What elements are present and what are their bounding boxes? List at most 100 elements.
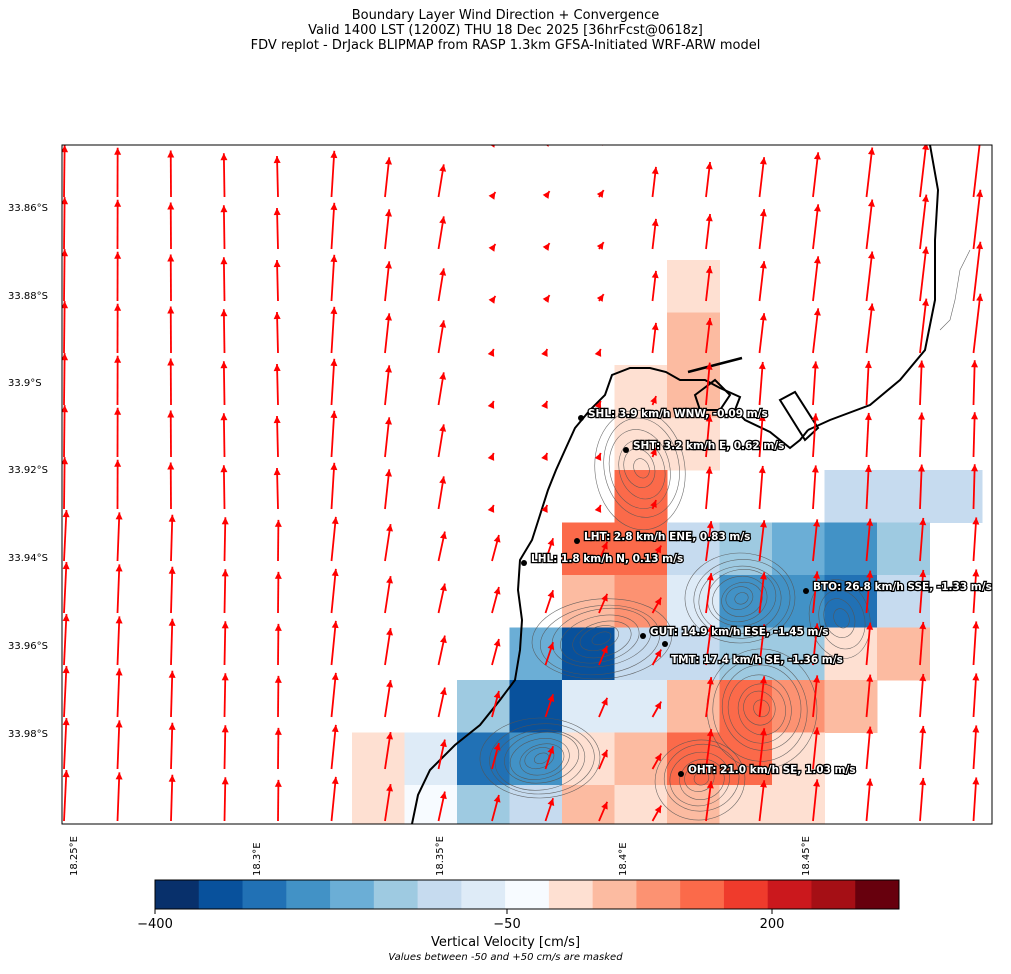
wind-arrow <box>63 613 68 666</box>
wind-arrow-head <box>706 625 714 633</box>
wind-arrow <box>438 145 440 146</box>
latitude-label: 33.96°S <box>8 641 48 652</box>
terrain-contour <box>737 683 786 736</box>
wind-arrow-head <box>759 261 767 269</box>
wind-arrow-head <box>331 620 339 629</box>
station-dot <box>521 560 527 566</box>
latitude-label: 33.92°S <box>8 465 48 476</box>
wind-arrow-head <box>221 569 229 577</box>
wind-arrow-head <box>922 246 930 254</box>
wind-arrow <box>277 145 278 146</box>
terrain-contour <box>698 565 782 635</box>
wind-arrow-head <box>542 295 550 303</box>
wind-arrow-head <box>547 798 555 807</box>
terrain-contour <box>721 664 802 751</box>
wind-arrow-head <box>866 622 874 630</box>
station-label: SHL: 3.9 km/h WNW, -0.09 m/s <box>588 408 768 420</box>
colorbar-swatch <box>636 880 681 909</box>
wind-arrow-head <box>596 242 604 250</box>
wind-arrow-head <box>487 453 495 461</box>
wind-arrow-head <box>976 189 984 198</box>
wind-arrow <box>331 145 333 146</box>
wind-arrow <box>330 672 337 718</box>
terrain-contour <box>533 752 549 765</box>
wind-arrow-head <box>439 476 447 484</box>
wind-arrow-head <box>919 621 927 630</box>
wind-arrow-head <box>61 93 68 100</box>
colorbar-swatch <box>417 880 462 909</box>
wind-arrow <box>919 777 925 822</box>
wind-arrow <box>63 145 66 198</box>
wind-arrow-head <box>167 358 175 366</box>
wind-arrow-head <box>813 519 821 527</box>
station-label: SHT: 3.2 km/h E, 0.62 m/s <box>633 440 784 452</box>
wind-arrow <box>222 153 226 198</box>
wind-arrow <box>758 361 764 406</box>
wind-arrow-head <box>385 105 392 112</box>
wind-arrow-head <box>594 453 602 461</box>
wind-arrow <box>759 145 761 146</box>
terrain-contour <box>494 729 586 791</box>
wind-arrow-head <box>813 571 821 579</box>
velocity-cell <box>824 470 878 523</box>
wind-arrow-head <box>654 649 662 658</box>
terrain-contour <box>633 458 650 479</box>
wind-arrow-head <box>439 424 447 432</box>
velocity-cell <box>667 522 720 576</box>
wind-arrow <box>170 618 174 666</box>
wind-arrow <box>705 414 711 458</box>
terrain-contour <box>654 739 746 821</box>
wind-arrow <box>170 566 174 614</box>
wind-arrow-head <box>919 569 927 578</box>
wind-arrow-head <box>439 164 447 172</box>
wind-arrow-head <box>331 776 339 785</box>
wind-arrow-head <box>867 303 875 311</box>
colorbar-swatch <box>723 880 769 909</box>
wind-arrow-head <box>758 413 766 422</box>
wind-arrow-head <box>62 718 70 726</box>
wind-arrow-head <box>759 209 767 217</box>
wind-arrow <box>223 517 227 562</box>
wind-arrow-head <box>706 729 714 737</box>
wind-arrow-head <box>330 462 338 471</box>
wind-arrow-head <box>221 673 229 681</box>
station-label: GUT: 14.9 km/h ESE, -1.45 m/s <box>650 626 829 638</box>
wind-arrow-head <box>650 396 657 404</box>
wind-arrow-head <box>488 296 496 304</box>
wind-arrow-head <box>972 673 980 681</box>
wind-arrow-head <box>917 464 925 472</box>
wind-arrow <box>222 465 226 510</box>
wind-arrow-head <box>439 739 447 748</box>
wind-arrow-head <box>594 349 602 357</box>
wind-arrow <box>63 769 68 822</box>
velocity-cell <box>404 785 458 824</box>
wind-arrow <box>330 776 337 822</box>
wind-arrow <box>63 249 66 302</box>
wind-arrow-head <box>439 687 447 696</box>
wind-arrow <box>330 358 336 406</box>
wind-arrow-head <box>813 675 821 683</box>
wind-arrow <box>758 465 764 510</box>
wind-arrow-head <box>330 150 338 159</box>
wind-arrow <box>330 620 337 666</box>
wind-arrow-head <box>493 691 501 699</box>
wind-arrow-head <box>330 306 338 315</box>
wind-arrow-head <box>62 301 69 309</box>
wind-arrow <box>116 564 121 614</box>
terrain-contour <box>572 620 632 659</box>
latitude-label: 33.98°S <box>8 729 48 740</box>
wind-arrow-head <box>705 318 713 326</box>
wind-arrow-head <box>866 778 874 786</box>
velocity-cell <box>562 785 615 824</box>
wind-arrow-head <box>654 753 662 762</box>
wind-arrow <box>919 569 925 614</box>
terrain-contour <box>608 429 671 509</box>
wind-arrow-head <box>654 701 662 710</box>
wind-arrow-head <box>541 453 548 461</box>
wind-arrow-head <box>814 100 821 107</box>
wind-arrow-head <box>168 722 176 730</box>
terrain-contour <box>579 625 619 652</box>
wind-arrow-head <box>330 358 338 367</box>
colorbar-swatch <box>855 880 900 909</box>
wind-arrow <box>116 772 121 822</box>
